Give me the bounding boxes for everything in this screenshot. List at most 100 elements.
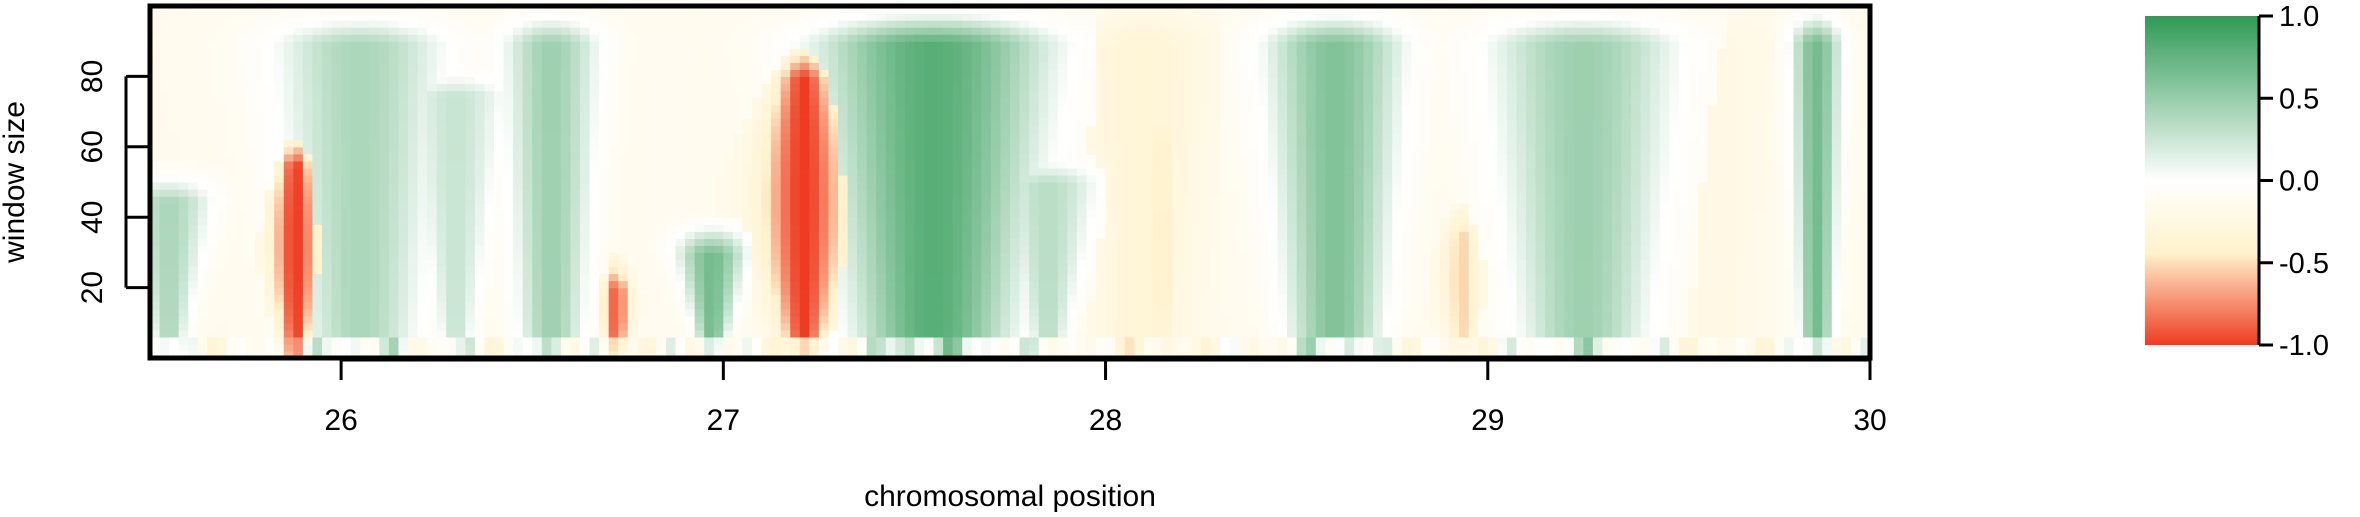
heatmap-cell xyxy=(150,308,161,317)
heatmap-cell xyxy=(207,336,218,345)
heatmap-cell xyxy=(236,217,247,225)
heatmap-cell xyxy=(188,189,199,197)
heatmap-cell xyxy=(1325,329,1336,338)
heatmap-cell xyxy=(752,174,763,183)
heatmap-cell xyxy=(1803,329,1814,338)
heatmap-cell xyxy=(627,238,638,246)
heatmap-cell xyxy=(436,238,447,246)
heatmap-cell xyxy=(885,350,896,358)
heatmap-cell xyxy=(1115,266,1126,275)
heatmap-cell xyxy=(713,280,724,289)
heatmap-cell xyxy=(455,266,466,275)
heatmap-cell xyxy=(1459,266,1470,275)
heatmap-cell xyxy=(1803,167,1814,176)
heatmap-cell xyxy=(302,252,314,261)
heatmap-cell xyxy=(895,167,906,176)
heatmap-cell xyxy=(1287,167,1298,176)
heatmap-cell xyxy=(1162,224,1174,232)
heatmap-cell xyxy=(799,273,810,282)
heatmap-cell xyxy=(1755,196,1766,204)
heatmap-cell xyxy=(245,315,256,324)
heatmap-cell xyxy=(1535,308,1546,317)
heatmap-cell xyxy=(1134,210,1145,218)
heatmap-cell xyxy=(1153,301,1164,310)
heatmap-cell xyxy=(924,174,935,183)
heatmap-cell xyxy=(216,350,228,358)
heatmap-cell xyxy=(369,322,380,331)
heatmap-cell xyxy=(417,217,428,225)
heatmap-cell xyxy=(331,160,342,169)
heatmap-cell xyxy=(1115,203,1126,211)
heatmap-cell xyxy=(532,266,543,275)
heatmap-cell xyxy=(704,266,715,275)
heatmap-cell xyxy=(360,210,371,218)
heatmap-cell xyxy=(427,273,438,282)
heatmap-cell xyxy=(1717,210,1728,218)
heatmap-cell xyxy=(847,322,858,331)
heatmap-cell xyxy=(904,189,916,197)
heatmap-cell xyxy=(1124,322,1135,331)
heatmap-cell xyxy=(522,294,533,303)
heatmap-cell xyxy=(1698,273,1709,282)
heatmap-cell xyxy=(1248,217,1260,225)
heatmap-cell xyxy=(1850,336,1862,345)
heatmap-cell xyxy=(1688,182,1699,190)
heatmap-cell xyxy=(580,287,591,296)
heatmap-cell xyxy=(322,238,333,246)
heatmap-cell xyxy=(1248,287,1260,296)
heatmap-cell xyxy=(312,322,323,331)
heatmap-cell xyxy=(847,217,858,225)
heatmap-cell xyxy=(666,182,677,190)
heatmap-cell xyxy=(1201,252,1212,261)
heatmap-cell xyxy=(1831,329,1842,338)
heatmap-cell xyxy=(933,266,944,275)
heatmap-cell xyxy=(780,245,791,253)
heatmap-cell xyxy=(1258,315,1269,324)
heatmap-cell xyxy=(388,182,400,190)
heatmap-cell xyxy=(1153,238,1164,246)
heatmap-cell xyxy=(704,294,715,303)
heatmap-cell xyxy=(1182,266,1193,275)
heatmap-cell xyxy=(1354,224,1365,232)
heatmap-cell xyxy=(1736,217,1747,225)
heatmap-cell xyxy=(159,245,170,253)
heatmap-cell xyxy=(408,329,419,338)
heatmap-cell xyxy=(1717,224,1728,232)
heatmap-cell xyxy=(780,167,791,176)
heatmap-cell xyxy=(1669,315,1680,324)
heatmap-cell xyxy=(197,252,208,261)
heatmap-cell xyxy=(1564,238,1575,246)
heatmap-cell xyxy=(379,189,390,197)
heatmap-cell xyxy=(1688,210,1699,218)
heatmap-cell xyxy=(1784,280,1795,289)
heatmap-cell xyxy=(1124,294,1135,303)
heatmap-cell xyxy=(924,252,935,261)
heatmap-cell xyxy=(1153,210,1164,218)
heatmap-cell xyxy=(1268,245,1279,253)
heatmap-cell xyxy=(350,350,361,358)
heatmap-cell xyxy=(943,160,954,169)
heatmap-cell xyxy=(465,287,476,296)
heatmap-cell xyxy=(694,294,705,303)
heatmap-cell xyxy=(1411,287,1422,296)
heatmap-cell xyxy=(1459,203,1470,211)
heatmap-cell xyxy=(1363,308,1374,317)
heatmap-cell xyxy=(608,231,619,239)
heatmap-cell xyxy=(1172,287,1183,296)
heatmap-cell xyxy=(1344,280,1355,289)
heatmap-cell xyxy=(474,238,486,246)
heatmap-cell xyxy=(1631,343,1642,352)
heatmap-cell xyxy=(1573,189,1584,197)
heatmap-cell xyxy=(771,238,782,246)
heatmap-cell xyxy=(1717,315,1728,324)
heatmap-cell xyxy=(589,238,600,246)
heatmap-cell xyxy=(618,203,629,211)
heatmap-cell xyxy=(1669,336,1680,345)
heatmap-cell xyxy=(1258,280,1269,289)
heatmap-cell xyxy=(1640,203,1651,211)
heatmap-cell xyxy=(1105,217,1116,225)
heatmap-cell xyxy=(1678,329,1690,338)
heatmap-cell xyxy=(914,167,925,176)
heatmap-cell xyxy=(1010,280,1021,289)
heatmap-cell xyxy=(1315,203,1326,211)
